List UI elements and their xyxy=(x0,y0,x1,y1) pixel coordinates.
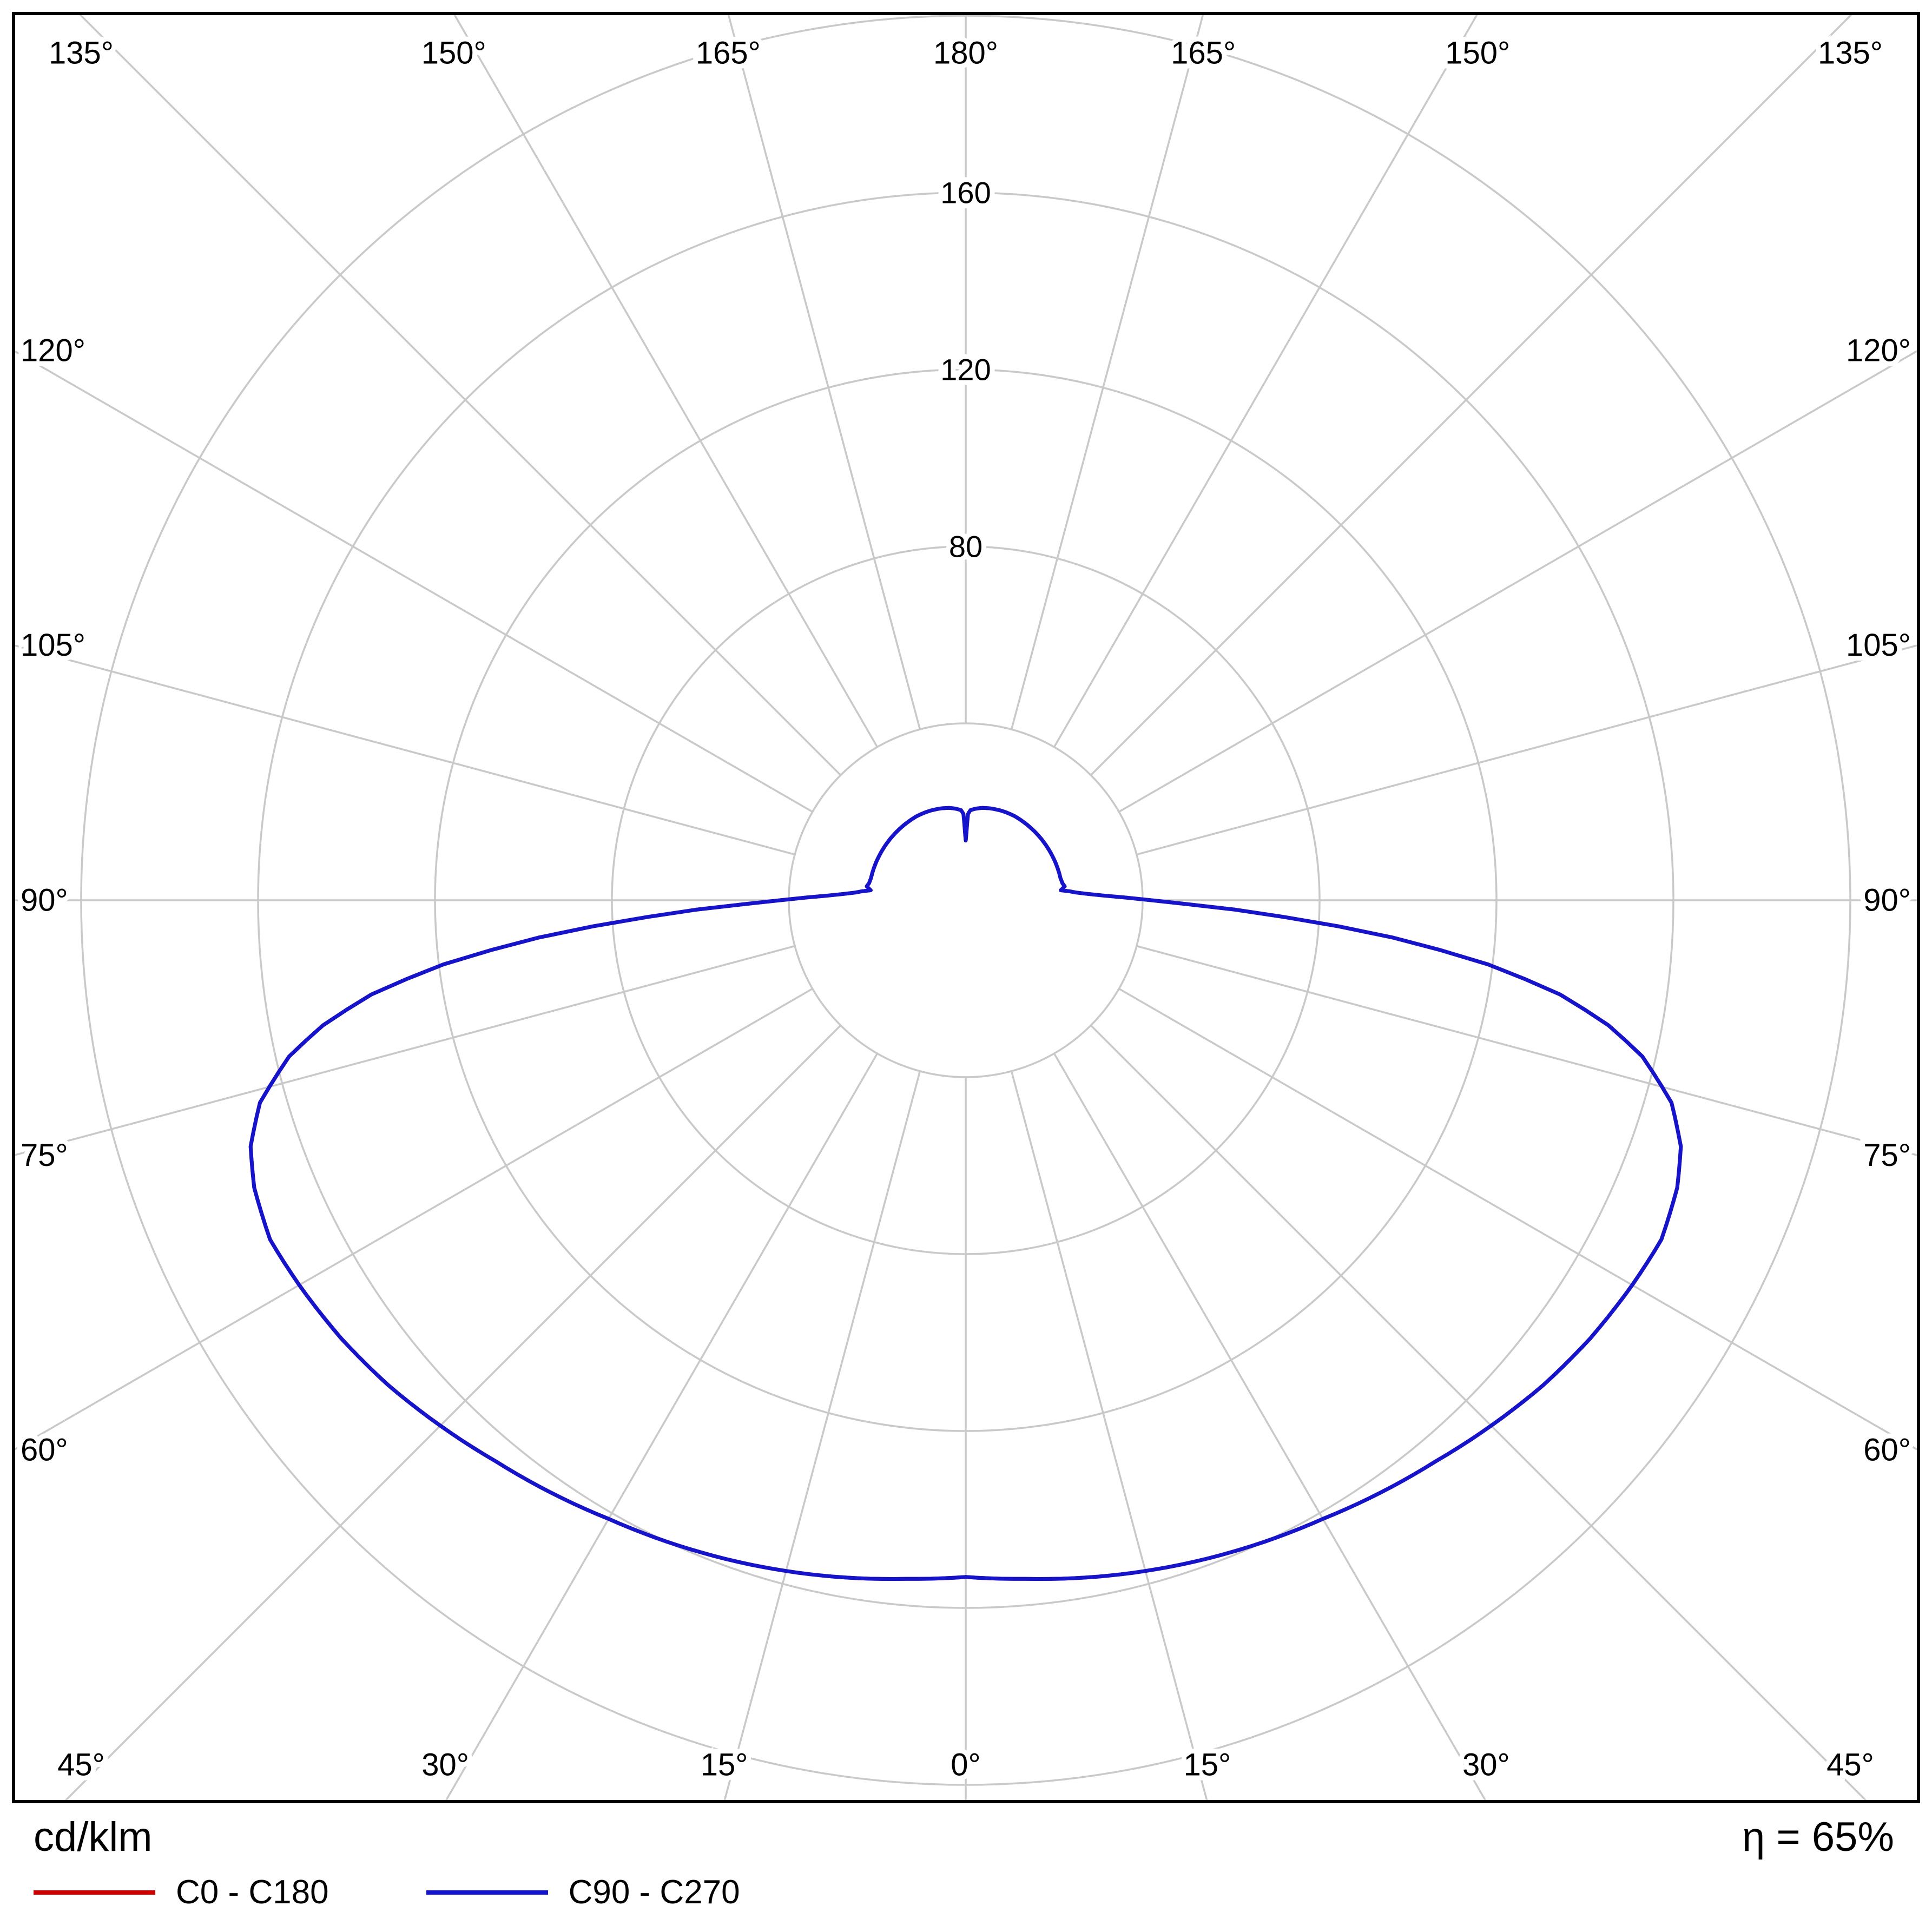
grid-ray-165 xyxy=(1010,14,1204,730)
grid-ray-240 xyxy=(14,349,813,813)
angle-label-45-left: 45° xyxy=(57,1748,105,1783)
c0-c180-line-swatch xyxy=(34,1890,155,1895)
grid-ray-135 xyxy=(1090,14,1854,776)
legend-label-c90-c270: C90 - C270 xyxy=(568,1874,740,1911)
angle-label-75-left: 75° xyxy=(21,1138,68,1173)
angle-label-0-right: 0° xyxy=(951,1748,980,1783)
grid-ray-255 xyxy=(14,644,795,856)
angle-label-30-right: 30° xyxy=(1462,1748,1510,1783)
grid-ray-300 xyxy=(14,987,813,1452)
angle-label-135-right: 135° xyxy=(1818,36,1883,71)
angle-label-165-right: 165° xyxy=(1171,36,1236,71)
grid-ray-330 xyxy=(444,1053,879,1802)
angle-label-180-right: 180° xyxy=(933,36,998,71)
angle-label-15-right: 15° xyxy=(1184,1748,1231,1783)
angle-label-75-right: 75° xyxy=(1863,1138,1911,1173)
angle-label-60-left: 60° xyxy=(21,1433,68,1468)
angle-label-105-left: 105° xyxy=(21,628,85,663)
unit-label: cd/klm xyxy=(34,1814,153,1860)
angle-label-150-right: 150° xyxy=(1445,36,1510,71)
angle-label-150-left: 150° xyxy=(421,36,486,71)
angle-label-105-right: 105° xyxy=(1846,628,1911,663)
grid-circle-40 xyxy=(788,722,1144,1078)
efficiency-value: η = 65% xyxy=(1742,1814,1894,1860)
legend-label-c0-c180: C0 - C180 xyxy=(176,1874,329,1911)
grid-ray-315 xyxy=(63,1024,842,1802)
angle-label-90-left: 90° xyxy=(21,883,68,918)
radial-tick-label-120: 120 xyxy=(940,353,991,387)
grid-ray-30 xyxy=(1053,1053,1487,1802)
grid-ray-15 xyxy=(1010,1071,1209,1802)
chart-frame xyxy=(12,12,1920,1803)
angle-label-135-left: 135° xyxy=(49,36,114,71)
grid-ray-285 xyxy=(14,945,795,1157)
grid-ray-210 xyxy=(452,14,879,748)
legend-entry-c90-c270: C90 - C270 xyxy=(426,1873,740,1911)
angle-label-30-left: 30° xyxy=(421,1748,469,1783)
grid-ray-75 xyxy=(1136,945,1918,1157)
grid-ray-45 xyxy=(1090,1024,1869,1802)
angle-label-120-left: 120° xyxy=(21,333,85,368)
grid-ray-105 xyxy=(1136,644,1918,856)
angle-label-120-right: 120° xyxy=(1846,333,1911,368)
radial-tick-label-80: 80 xyxy=(949,530,983,564)
legend-entry-c0-c180: C0 - C180 xyxy=(34,1873,329,1911)
legend: C0 - C180 C90 - C270 xyxy=(34,1873,838,1911)
angle-label-15-left: 15° xyxy=(701,1748,748,1783)
grid-ray-120 xyxy=(1118,349,1918,813)
angle-label-165-left: 165° xyxy=(696,36,761,71)
grid-ray-195 xyxy=(727,14,921,730)
series-curve-C90-C270 xyxy=(248,806,1683,1581)
angle-label-60-right: 60° xyxy=(1863,1433,1911,1468)
angle-label-90-right: 90° xyxy=(1863,883,1911,918)
radial-tick-label-160: 160 xyxy=(940,176,991,210)
c90-c270-line-swatch xyxy=(426,1890,548,1895)
grid-ray-345 xyxy=(723,1071,921,1802)
angle-label-45-right: 45° xyxy=(1827,1748,1874,1783)
grid-ray-225 xyxy=(77,14,842,776)
grid-ray-60 xyxy=(1118,987,1918,1452)
grid-ray-150 xyxy=(1053,14,1479,748)
